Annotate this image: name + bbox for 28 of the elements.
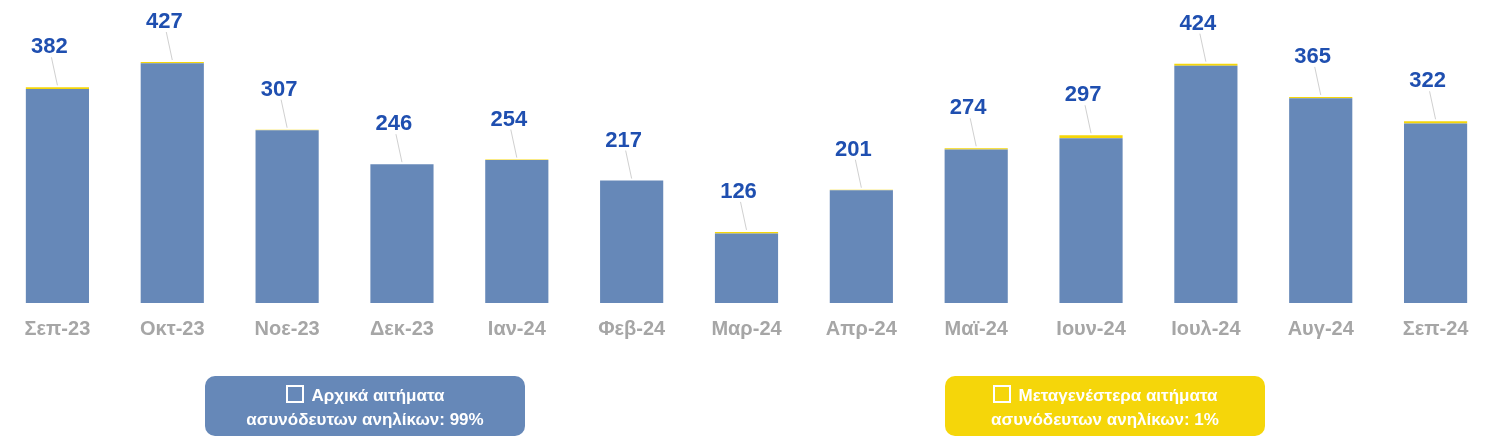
legend-label: Μεταγενέστερα αιτήματα ασυνόδευτων ανηλίκων: 1% (991, 386, 1219, 429)
annotation: 254 (490, 105, 528, 131)
annotation: 201 (834, 135, 872, 161)
x-tick-label: Φεβ-24 (598, 316, 667, 339)
x-tick-label: Απρ-24 (825, 316, 898, 339)
x-tick-label: Ιουλ-24 (1171, 316, 1242, 339)
annotation: 217 (605, 126, 643, 152)
legend-label: Αρχικά αιτήματα ασυνόδευτων ανηλίκων: 99% (246, 386, 484, 429)
annotation: 427 (145, 8, 183, 33)
x-tick-label: Νοε-23 (254, 316, 320, 339)
x-tick-label: Ιουν-24 (1056, 316, 1127, 339)
annotation: 246 (375, 110, 413, 136)
annotation: 365 (1294, 42, 1332, 68)
annotation: 307 (260, 75, 298, 101)
annotation: 424 (1179, 9, 1217, 35)
x-tick-label: Μαϊ-24 (944, 316, 1009, 339)
annotation: 322 (1409, 67, 1446, 93)
x-tick-label: Σεπ-24 (1402, 316, 1470, 339)
x-tick-label: Σεπ-23 (24, 316, 91, 339)
x-tick-label: Μαρ-24 (711, 316, 783, 339)
annotation: 274 (949, 94, 988, 120)
x-tick-label: Αυγ-24 (1287, 316, 1355, 339)
x-tick-label: Ιαν-24 (487, 316, 547, 339)
x-tick-label: Οκτ-23 (140, 316, 205, 339)
x-tick-label: Δεκ-23 (369, 316, 434, 339)
annotation: 297 (1064, 81, 1102, 107)
annotation: 126 (720, 177, 757, 203)
annotation: 382 (31, 33, 68, 59)
